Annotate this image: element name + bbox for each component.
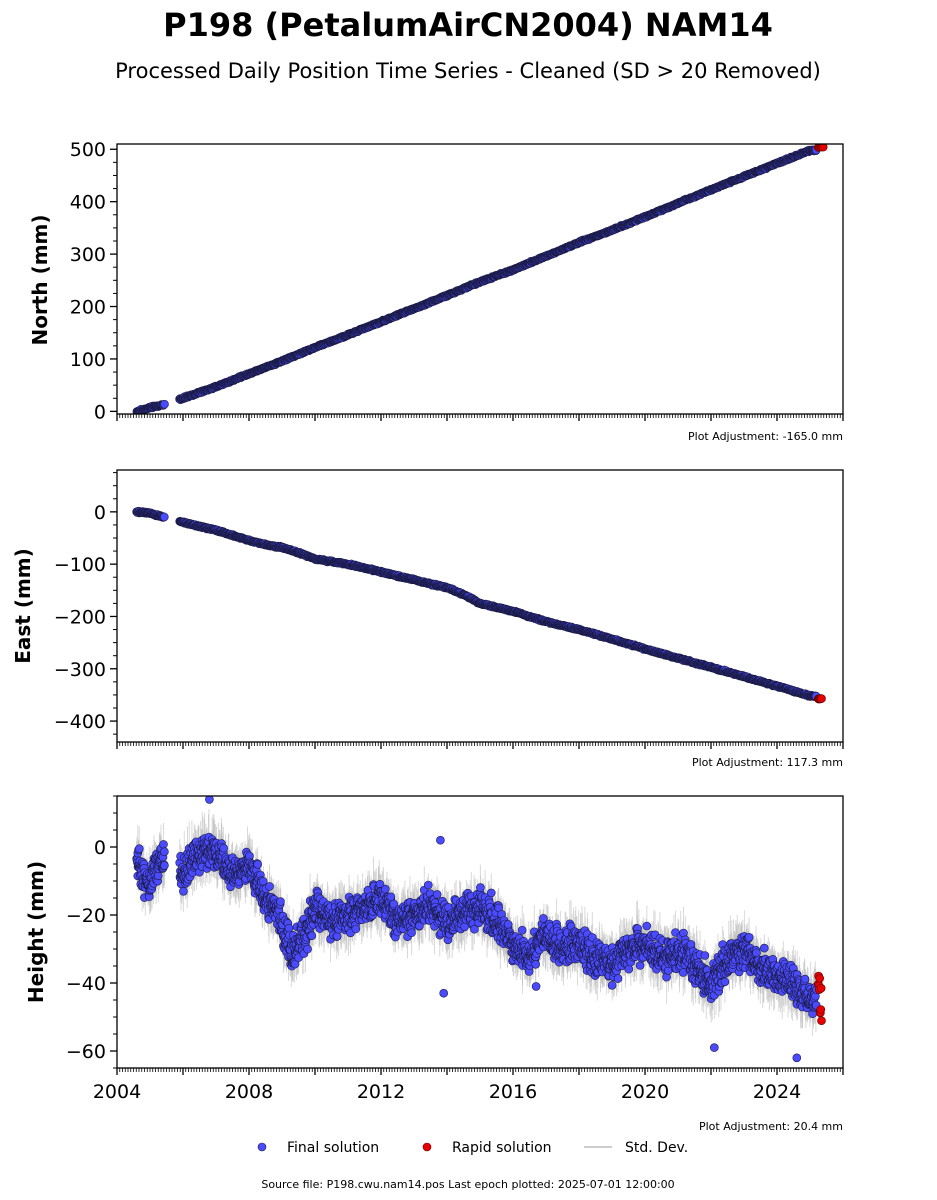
north-rapid-point (818, 144, 828, 152)
north-ytick-label: 200 (70, 297, 106, 319)
north-rapid-points (814, 144, 828, 152)
north-panel: 0 100 200 300 400 500 North (mm) Plot Adjustmen… (28, 139, 844, 443)
north-ylabel: North (mm) (28, 214, 52, 345)
east-final-points (132, 506, 821, 701)
north-ytick-label: 0 (94, 401, 106, 423)
north-final-points (132, 145, 821, 414)
north-ytick-label: 400 (70, 192, 106, 214)
north-plot-adjustment: Plot Adjustment: -165.0 mm (688, 430, 843, 443)
chart-title: P198 (PetalumAirCN2004) NAM14 (163, 6, 773, 44)
north-ytick-label: 500 (70, 139, 106, 161)
north-plot-area (132, 144, 828, 414)
north-ytick-label: 300 (70, 244, 106, 266)
east-final-point (160, 512, 169, 522)
north-ytick-label: 100 (70, 349, 106, 371)
north-final-point (160, 399, 169, 409)
east-plot-area (132, 506, 826, 704)
chart-subtitle: Processed Daily Position Time Series - C… (115, 59, 821, 83)
